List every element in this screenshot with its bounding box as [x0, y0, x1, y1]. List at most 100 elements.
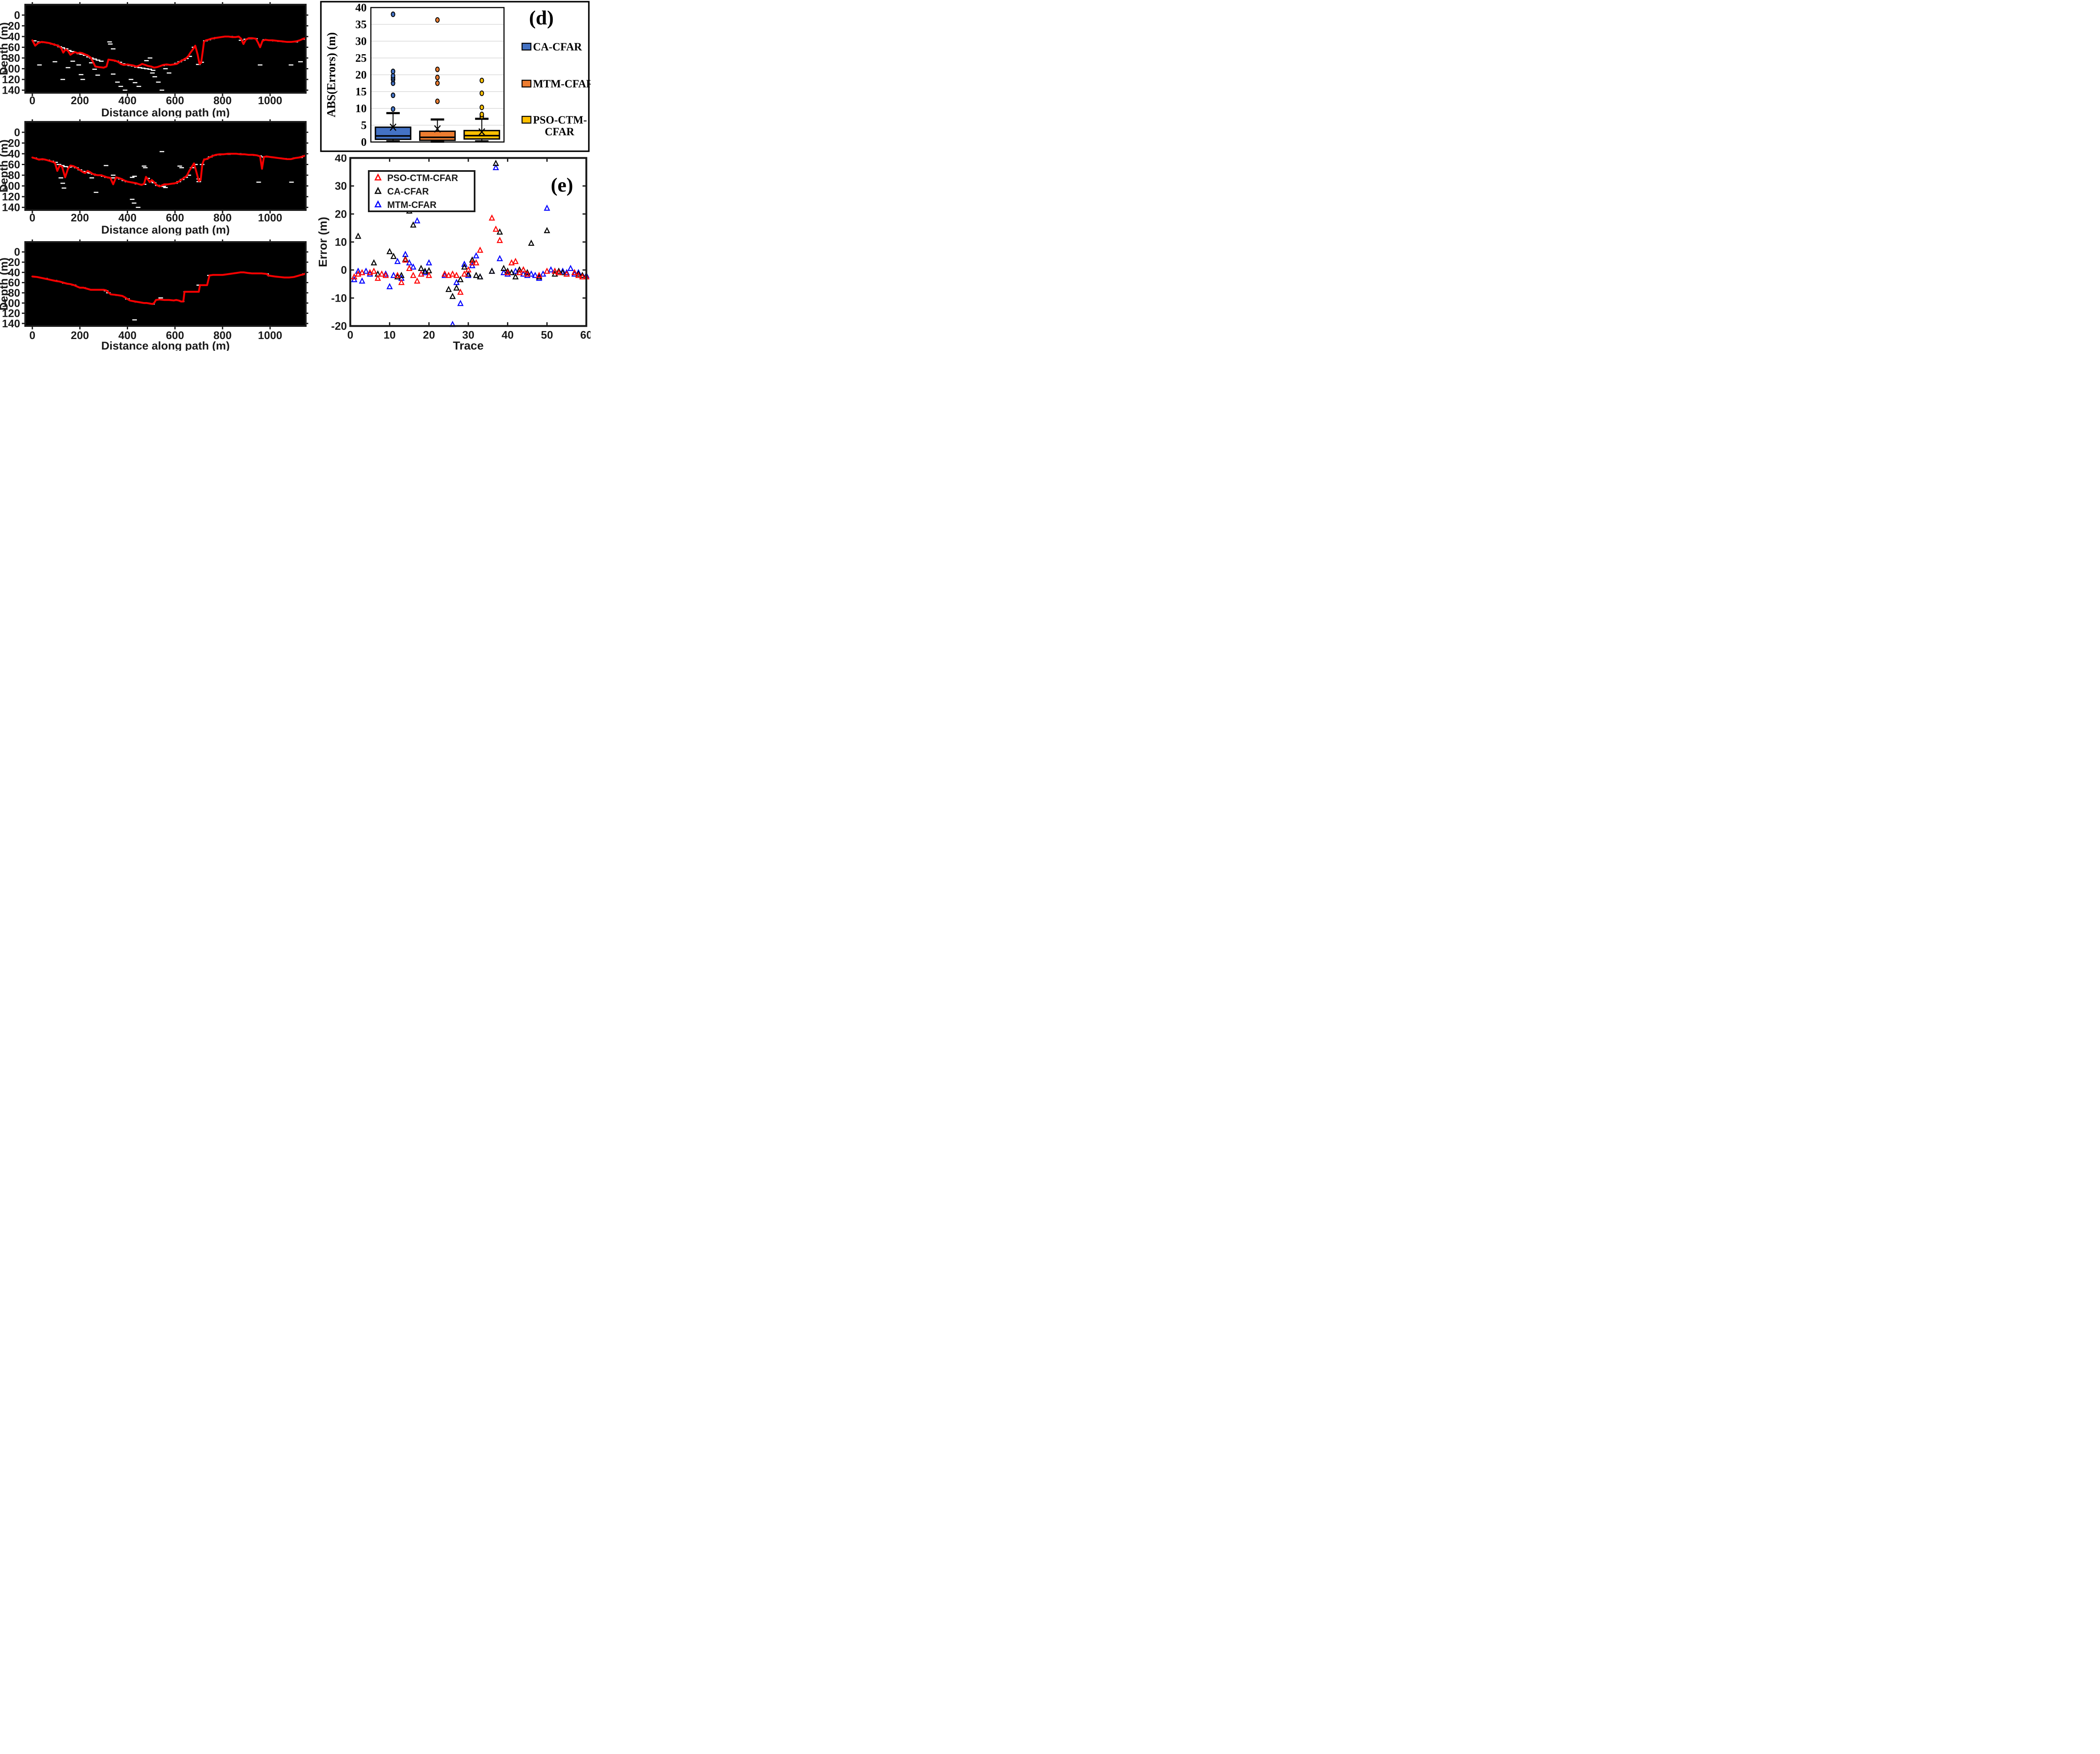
detection-mark [130, 176, 135, 178]
detection-mark [156, 82, 161, 83]
data-point-pso-ctm-cfar [516, 269, 523, 276]
seafloor-line [31, 35, 307, 69]
data-point-mtm-cfar [575, 269, 582, 276]
detection-mark [129, 79, 134, 80]
outlier-point [435, 17, 440, 23]
data-point-ca-cfar [496, 228, 503, 235]
data-point-pso-ctm-cfar [543, 267, 550, 274]
data-point-pso-ctm-cfar [414, 277, 420, 284]
data-point-ca-cfar [469, 256, 475, 263]
data-point-pso-ctm-cfar [461, 270, 468, 277]
outlier-point [479, 105, 484, 110]
x-tick-label: 400 [118, 329, 136, 342]
data-point-pso-ctm-cfar [496, 237, 503, 243]
y-tick-label: 15 [355, 85, 367, 98]
data-point-pso-ctm-cfar [571, 269, 578, 276]
y-tick-label: 60 [8, 41, 20, 53]
y-tick-label: 140 [2, 201, 20, 214]
detection-mark [94, 192, 99, 193]
data-point-pso-ctm-cfar [473, 259, 480, 266]
detection-mark [132, 319, 137, 321]
data-point-pso-ctm-cfar [425, 271, 432, 278]
data-point-ca-cfar [422, 267, 428, 274]
detection-mark [133, 82, 138, 84]
detection-mark [52, 61, 58, 63]
y-tick-label: 40 [335, 155, 347, 164]
data-point-ca-cfar [410, 221, 417, 228]
outlier-point [435, 80, 440, 86]
data-point-pso-ctm-cfar [477, 246, 483, 253]
detection-mark [298, 61, 303, 63]
detection-mark [115, 82, 120, 83]
data-point-pso-ctm-cfar [449, 270, 456, 277]
y-tick-label: 100 [2, 297, 20, 309]
data-point-pso-ctm-cfar [504, 269, 511, 276]
detection-mark [60, 165, 65, 166]
x-tick-label: 0 [29, 94, 35, 107]
detection-mark [89, 177, 94, 179]
data-point-ca-cfar [449, 292, 456, 299]
data-point-mtm-cfar [367, 270, 373, 277]
detection-mark [161, 186, 166, 187]
legend-marker [374, 173, 382, 181]
outlier-point [391, 92, 396, 98]
y-tick-label: 100 [2, 63, 20, 75]
y-tick-label: 0 [14, 9, 20, 21]
x-tick-label: 0 [29, 211, 35, 224]
detection-mark [147, 57, 152, 59]
data-point-ca-cfar [473, 271, 480, 278]
detection-mark [163, 187, 168, 188]
detection-mark [177, 166, 182, 167]
data-point-ca-cfar [453, 284, 460, 291]
detection-mark [163, 68, 168, 69]
y-tick-label: 20 [335, 208, 347, 220]
data-point-ca-cfar [493, 160, 499, 166]
data-point-pso-ctm-cfar [551, 267, 558, 274]
detection-mark [92, 58, 97, 60]
panel-d-boxplot: 0 5 10 15 20 25 30 35 40 ABS(Errors) (m) CA-CFAR MT… [320, 1, 591, 152]
data-point-mtm-cfar [465, 271, 472, 278]
data-point-ca-cfar [555, 267, 562, 274]
x-tick-label: 800 [213, 94, 231, 107]
data-point-mtm-cfar [359, 277, 365, 284]
y-tick-label: 40 [355, 1, 367, 14]
detection-mark [152, 76, 158, 78]
detection-mark [108, 43, 113, 45]
data-point-ca-cfar [465, 270, 472, 277]
detection-mark [56, 164, 61, 165]
y-tick-label: 0 [14, 246, 20, 258]
detection-mark [196, 64, 201, 65]
legend-swatch [521, 42, 532, 51]
y-tick-label: -20 [331, 320, 347, 332]
panel-title: (b) MTM-CFAR [35, 128, 131, 143]
legend-label: CA-CFAR [533, 41, 582, 53]
y-axis-label: Depth (m) [0, 139, 10, 192]
y-tick-label: -10 [331, 292, 347, 304]
detection-mark [166, 72, 171, 74]
data-point-mtm-cfar [504, 270, 511, 277]
data-point-mtm-cfar [382, 270, 389, 277]
y-tick-label: 40 [8, 266, 20, 279]
data-point-mtm-cfar [524, 271, 531, 278]
y-tick-label: 120 [2, 307, 20, 320]
data-point-pso-ctm-cfar [445, 271, 452, 278]
detection-mark [107, 41, 112, 43]
panel-title: (c) PSO-CTM-CFAR [35, 248, 157, 263]
data-point-mtm-cfar [532, 271, 538, 278]
data-point-pso-ctm-cfar [359, 269, 365, 276]
data-point-ca-cfar [543, 227, 550, 234]
x-tick-label: 10 [383, 329, 396, 341]
box [463, 130, 500, 140]
y-tick-label: 140 [2, 84, 20, 97]
plot-frame [24, 4, 307, 94]
data-point-mtm-cfar [351, 276, 357, 282]
x-tick-label: 1000 [258, 94, 282, 107]
data-point-pso-ctm-cfar [555, 269, 562, 276]
y-tick-label: 10 [355, 102, 367, 115]
data-point-mtm-cfar [469, 262, 475, 268]
data-point-mtm-cfar [441, 271, 448, 278]
legend-label: PSO-CTM-CFAR [387, 173, 458, 183]
data-point-pso-ctm-cfar [370, 267, 377, 274]
y-tick-label: 40 [8, 30, 20, 43]
